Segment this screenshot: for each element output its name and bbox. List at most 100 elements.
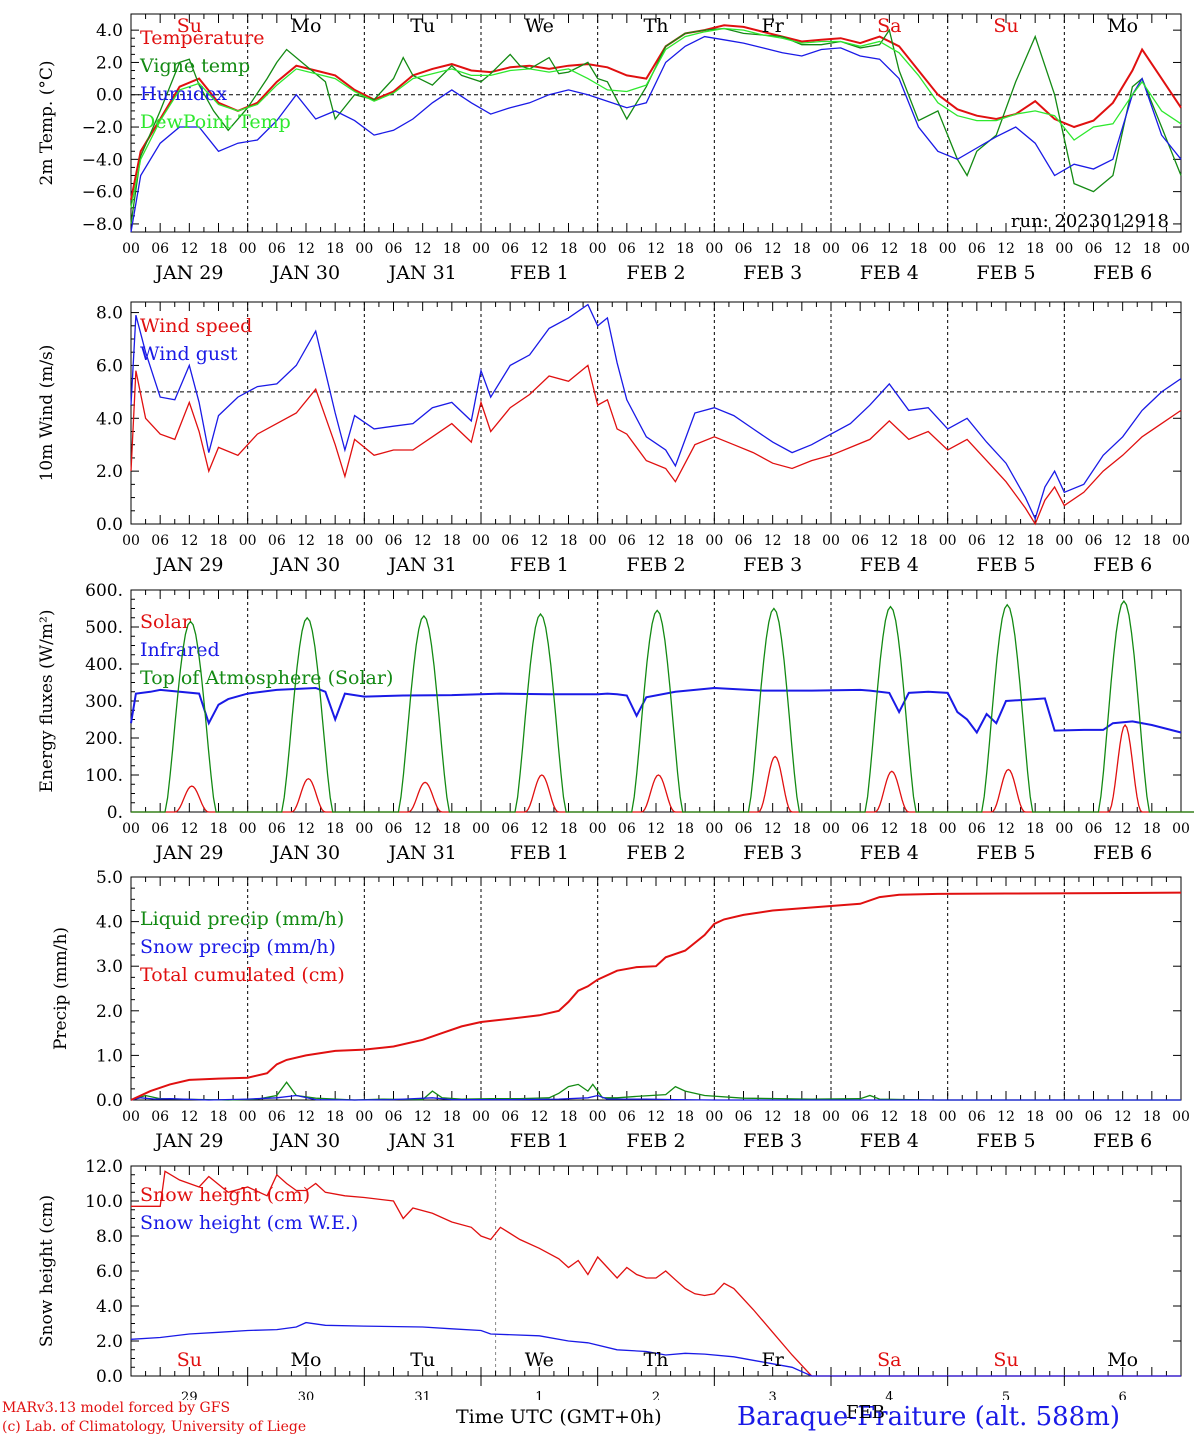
precip-hour-label: 12 (530, 1109, 548, 1125)
temperature-hour-label: 06 (968, 241, 986, 257)
temperature-hour-label: 00 (1172, 241, 1190, 257)
snow-ytick-label: 6.0 (96, 1262, 123, 1282)
energy-ytick-label: 100. (85, 766, 123, 786)
energy-hour-label: 12 (1114, 821, 1132, 837)
snow-day-number: 2 (652, 1390, 660, 1400)
temperature-weekday-label: Fr (762, 15, 785, 37)
snow-legend-entry: Snow height (cm) (140, 1184, 310, 1206)
energy-hour-label: 00 (1172, 821, 1190, 837)
snow-day-number: 3 (769, 1390, 777, 1400)
precip-hour-label: 06 (151, 1109, 169, 1125)
wind-hour-label: 00 (589, 533, 607, 549)
wind-hour-label: 06 (501, 533, 519, 549)
precip-legend-entry: Snow precip (mm/h) (140, 936, 336, 958)
temperature-hour-label: 00 (122, 241, 140, 257)
lab-credit: (c) Lab. of Climatology, University of L… (2, 1419, 307, 1435)
precip-hour-label: 00 (1172, 1109, 1190, 1125)
precip-date-label: FEB 3 (743, 1130, 802, 1152)
temperature-ytick-label: −8.0 (82, 215, 123, 235)
energy-hour-label: 18 (1026, 821, 1044, 837)
snow-weekday-label: Th (644, 1349, 669, 1371)
temperature-hour-label: 06 (385, 241, 403, 257)
wind-date-label: FEB 5 (976, 554, 1035, 576)
snow-ytick-label: 12.0 (85, 1157, 123, 1177)
wind-date-label: JAN 31 (387, 554, 457, 576)
precip-hour-label: 18 (443, 1109, 461, 1125)
precip-hour-label: 18 (326, 1109, 344, 1125)
wind-hour-label: 06 (618, 533, 636, 549)
precip-hour-label: 00 (355, 1109, 373, 1125)
precip-ytick-label: 4.0 (96, 913, 123, 933)
energy-date-label: JAN 29 (153, 842, 223, 864)
energy-hour-label: 12 (414, 821, 432, 837)
snow-weekday-label: Su (177, 1349, 202, 1371)
energy-hour-label: 06 (618, 821, 636, 837)
temperature-hour-label: 12 (297, 241, 315, 257)
wind-hour-label: 18 (676, 533, 694, 549)
precip-date-label: JAN 31 (387, 1130, 457, 1152)
wind-hour-label: 18 (560, 533, 578, 549)
temperature-hour-label: 18 (210, 241, 228, 257)
precip-hour-label: 06 (851, 1109, 869, 1125)
station-label: Baraque-Fraiture (alt. 588m) (737, 1402, 1121, 1432)
wind-hour-label: 06 (968, 533, 986, 549)
precip-hour-label: 06 (618, 1109, 636, 1125)
wind-hour-label: 00 (1172, 533, 1190, 549)
energy-date-label: FEB 2 (626, 842, 685, 864)
precip-hour-label: 18 (793, 1109, 811, 1125)
wind-date-label: JAN 30 (270, 554, 340, 576)
energy-date-label: FEB 5 (976, 842, 1035, 864)
snow-series-blue (130, 1321, 1181, 1377)
temperature-date-label: FEB 2 (626, 262, 685, 284)
energy-hour-label: 06 (735, 821, 753, 837)
wind-hour-label: 12 (647, 533, 665, 549)
wind-ytick-label: 8.0 (96, 304, 123, 324)
temperature-hour-label: 12 (880, 241, 898, 257)
temperature-weekday-label: Mo (291, 15, 322, 37)
wind-hour-label: 06 (385, 533, 403, 549)
energy-ytick-label: 0. (107, 803, 123, 823)
snow-day-number: 4 (885, 1390, 893, 1400)
energy-hour-label: 12 (180, 821, 198, 837)
wind-legend-entry: Wind speed (140, 315, 252, 337)
energy-hour-label: 00 (355, 821, 373, 837)
wind-hour-label: 00 (122, 533, 140, 549)
temperature-ytick-label: 0.0 (96, 86, 123, 106)
temperature-hour-label: 06 (501, 241, 519, 257)
temperature-hour-label: 18 (793, 241, 811, 257)
wind-hour-label: 00 (1055, 533, 1073, 549)
wind-date-label: JAN 29 (153, 554, 223, 576)
temperature-hour-label: 00 (822, 241, 840, 257)
snow-weekday-label: Sa (877, 1349, 901, 1371)
precip-ytick-label: 1.0 (96, 1046, 123, 1066)
wind-date-label: FEB 4 (860, 554, 919, 576)
energy-ytick-label: 500. (85, 618, 123, 638)
temperature-hour-label: 06 (151, 241, 169, 257)
energy-hour-label: 00 (822, 821, 840, 837)
temperature-hour-label: 12 (414, 241, 432, 257)
precip-hour-label: 00 (122, 1109, 140, 1125)
energy-hour-label: 06 (968, 821, 986, 837)
temperature-series-light_green (130, 27, 1182, 208)
temperature-date-label: FEB 6 (1093, 262, 1152, 284)
energy-hour-label: 18 (910, 821, 928, 837)
precip-hour-label: 00 (705, 1109, 723, 1125)
temperature-legend-entry: Humidex (140, 83, 227, 105)
wind-ytick-label: 0.0 (96, 515, 123, 535)
wind-hour-label: 12 (1114, 533, 1132, 549)
snow-weekday-label: We (525, 1349, 554, 1371)
wind-hour-label: 18 (443, 533, 461, 549)
temperature-hour-label: 00 (705, 241, 723, 257)
meteogram: −8.0 −6.0 −4.0 −2.0 0.0 2.0 4.0 2m Temp. (°C) 00… (37, 13, 1194, 1400)
wind-series-blue (130, 303, 1182, 521)
snow-weekday-label: Mo (1107, 1349, 1138, 1371)
wind-hour-label: 06 (851, 533, 869, 549)
energy-date-label: JAN 31 (387, 842, 457, 864)
temperature-legend-entry: Vigne temp (139, 55, 250, 77)
temperature-series-blue (130, 35, 1182, 233)
snow-ylabel: Snow height (cm) (37, 1195, 57, 1347)
precip-hour-label: 06 (501, 1109, 519, 1125)
precip-hour-label: 18 (560, 1109, 578, 1125)
snow-day-number: 29 (181, 1390, 198, 1400)
energy-date-label: FEB 4 (860, 842, 919, 864)
